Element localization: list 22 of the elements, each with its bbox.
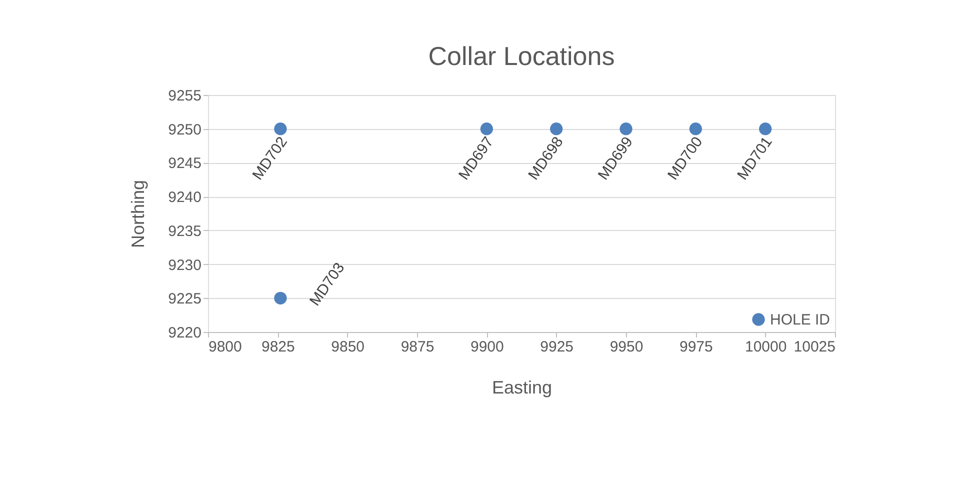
x-tick-label: 9850 bbox=[331, 338, 365, 356]
y-tick-label: 9225 bbox=[168, 290, 202, 308]
chart-title: Collar Locations bbox=[428, 41, 615, 71]
y-tick-label: 9235 bbox=[168, 222, 202, 240]
y-tick-label: 9230 bbox=[168, 256, 202, 274]
x-tick-label: 9950 bbox=[610, 338, 644, 356]
y-tick-label: 9240 bbox=[168, 189, 202, 206]
x-tick-label: 9800 bbox=[208, 338, 242, 356]
y-tick-label: 9220 bbox=[168, 324, 202, 342]
x-tick-label: 9925 bbox=[540, 338, 574, 356]
x-axis-title: Easting bbox=[492, 378, 552, 398]
x-tick-label: 9825 bbox=[261, 338, 295, 356]
x-tick-label: 9975 bbox=[679, 338, 713, 356]
x-tick-label: 9900 bbox=[470, 338, 504, 356]
y-tick-label: 9245 bbox=[168, 155, 202, 172]
y-axis-title: Northing bbox=[128, 180, 148, 248]
legend-label: HOLE ID bbox=[770, 312, 830, 328]
y-tick-label: 9255 bbox=[168, 88, 202, 104]
x-tick-label: 9875 bbox=[400, 338, 434, 356]
y-tick-label: 9250 bbox=[168, 121, 202, 138]
x-tick-label: 10000 bbox=[744, 338, 787, 356]
x-tick-label: 10025 bbox=[794, 338, 836, 356]
